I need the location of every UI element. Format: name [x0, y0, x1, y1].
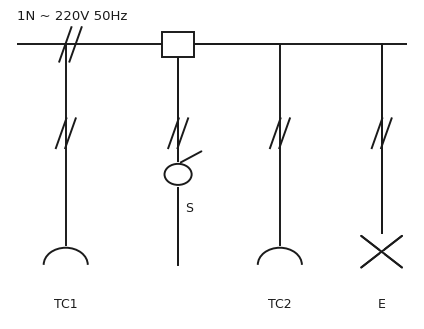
Text: 1N ~ 220V 50Hz: 1N ~ 220V 50Hz: [17, 10, 127, 23]
Text: TC2: TC2: [268, 298, 292, 311]
Text: S: S: [185, 202, 192, 215]
Text: TC1: TC1: [54, 298, 78, 311]
Bar: [162, 32, 194, 57]
Text: E: E: [378, 298, 385, 311]
